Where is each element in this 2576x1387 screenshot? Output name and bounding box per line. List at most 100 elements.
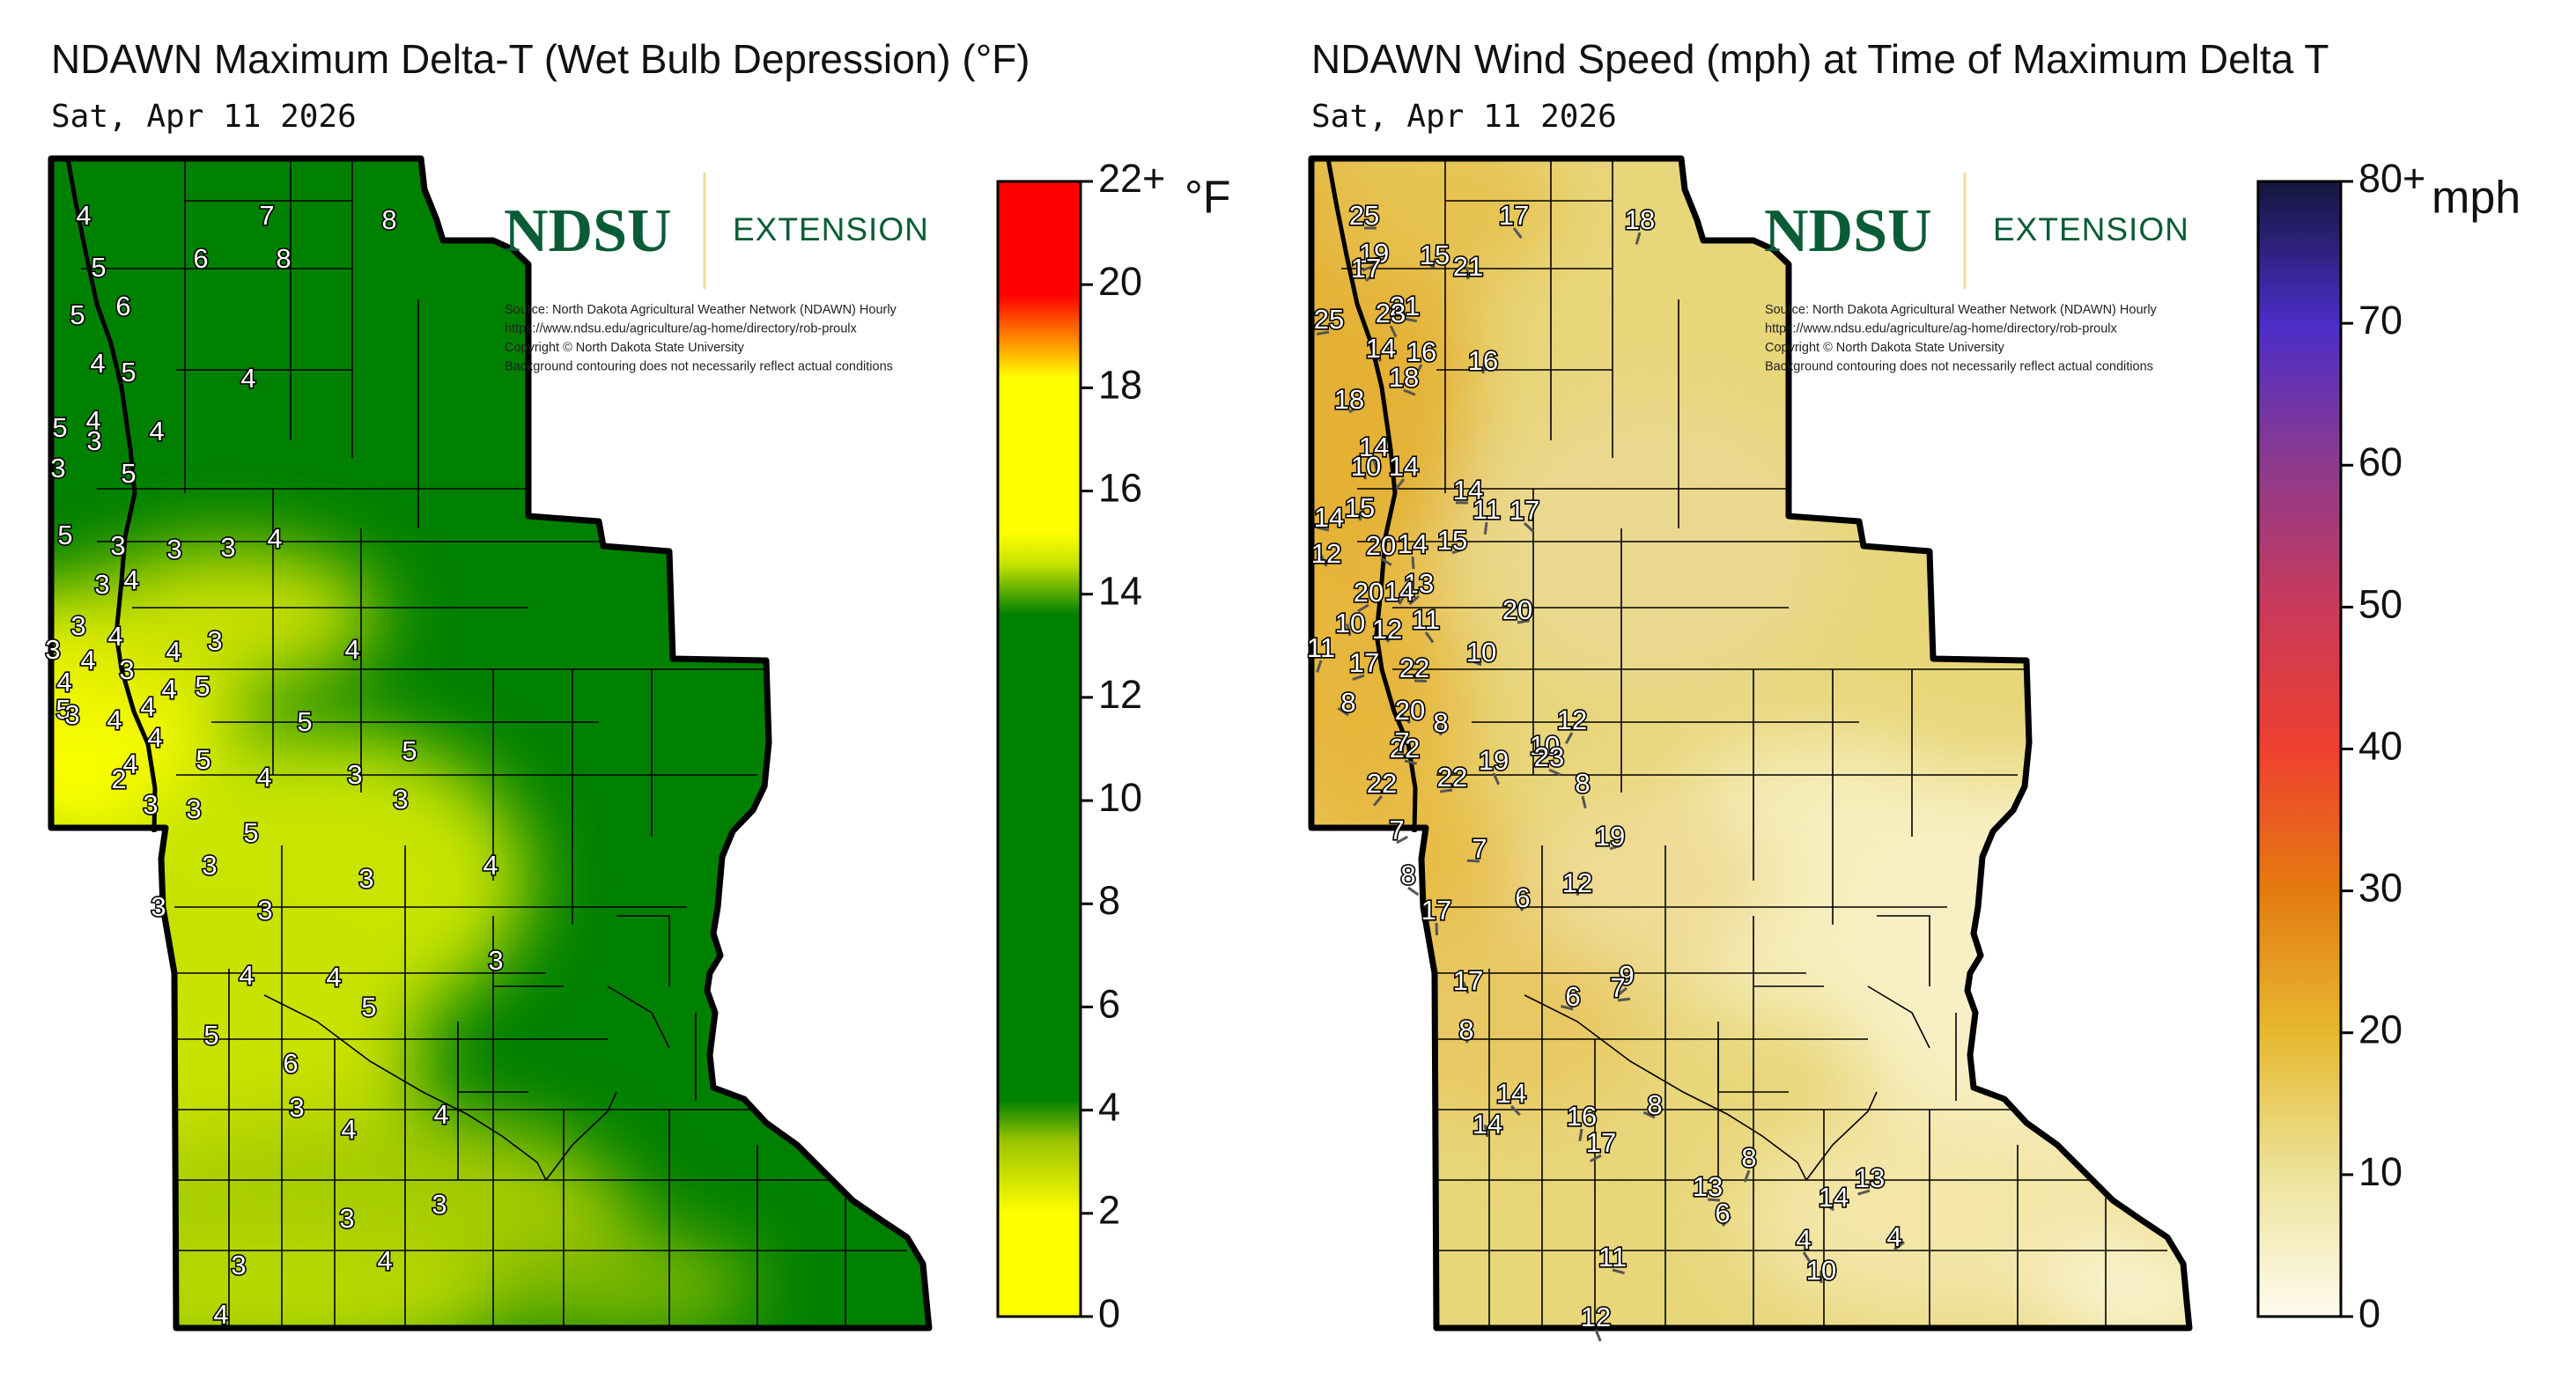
station-value: 12 [1557, 705, 1587, 735]
wind-barb [1408, 594, 1420, 606]
wind-barb [1370, 351, 1383, 363]
station-value: 9 [1619, 960, 1634, 991]
station-value: 4 [433, 1099, 448, 1130]
station-value: 17 [1509, 495, 1539, 526]
source-line: Source: North Dakota Agricultural Weathe… [1765, 303, 2158, 317]
station-value: 6 [1515, 882, 1530, 913]
station-value: 8 [1575, 768, 1590, 799]
wind-barb [1358, 508, 1365, 521]
station-value: 19 [1479, 745, 1509, 776]
wind-barb [1424, 631, 1435, 644]
wind-barb [1561, 1005, 1574, 1011]
station-value: 17 [1349, 647, 1379, 678]
station-value: 3 [257, 895, 272, 926]
station-value: 19 [1595, 821, 1625, 852]
station-value: 7 [1389, 815, 1404, 845]
station-value: 3 [207, 625, 222, 656]
station-value: 19 [1359, 238, 1389, 269]
station-value: 13 [1693, 1171, 1723, 1202]
station-value: 22 [1399, 653, 1429, 683]
station-value: 3 [45, 634, 60, 665]
station-value: 23 [1534, 741, 1564, 772]
station-value: 22 [1367, 768, 1397, 799]
station-value: 10 [1806, 1255, 1836, 1286]
state-border-river [1325, 158, 1418, 833]
station-value: 7 [1472, 833, 1487, 864]
station-value: 10 [1351, 451, 1381, 482]
colorbar-tick-label: 70 [2358, 298, 2403, 343]
station-value: 3 [86, 425, 101, 456]
station-value: 4 [149, 416, 164, 446]
colorbar-tick-label: 16 [1098, 465, 1142, 510]
station-value: 6 [283, 1048, 298, 1079]
station-value: 21 [1390, 291, 1420, 321]
station-value: 4 [256, 762, 271, 793]
wind-barb [1589, 1154, 1602, 1162]
station-value: 14 [1366, 333, 1396, 364]
delta-t-panel: NDAWN Maximum Delta-T (Wet Bulb Depressi… [44, 36, 1231, 1336]
colorbar-tick-label: 20 [1098, 259, 1142, 304]
station-value: 4 [239, 960, 254, 991]
station-value: 4 [147, 722, 162, 753]
station-value: 4 [107, 705, 122, 735]
station-value: 14 [1473, 1109, 1502, 1140]
station-value: 4 [1886, 1221, 1901, 1252]
station-value: 10 [1530, 730, 1560, 761]
station-value: 3 [202, 850, 217, 881]
station-value: 20 [1395, 695, 1425, 726]
station-value: 8 [276, 243, 291, 274]
wind-barb [1414, 364, 1423, 377]
station-value: 12 [1581, 1302, 1611, 1332]
colorbar-tick-label: 30 [2358, 866, 2403, 911]
wind-barb [1438, 722, 1443, 736]
wind-barb [1642, 1110, 1656, 1119]
county-lines [81, 159, 907, 1328]
wind-barb [1319, 554, 1328, 567]
station-value: 14 [1389, 451, 1419, 482]
station-value: 20 [1502, 594, 1532, 625]
logo-ndsu-text: NDSU [1764, 197, 1932, 265]
wind-barb [1523, 521, 1535, 533]
station-value: 3 [432, 1189, 447, 1220]
station-value: 15 [1420, 240, 1450, 270]
colorbar-tick-label: 10 [2358, 1149, 2403, 1194]
county-lines [1341, 159, 2167, 1328]
station-value: 5 [243, 817, 258, 848]
wind-barb [1893, 1241, 1905, 1251]
colorbar-tick-label: 0 [2358, 1291, 2380, 1336]
delta-t-title: NDAWN Maximum Delta-T (Wet Bulb Depressi… [51, 36, 1030, 82]
wind-barb [1466, 859, 1480, 863]
station-value: 3 [393, 784, 408, 815]
station-value: 8 [1340, 687, 1355, 718]
station-value: 4 [107, 621, 122, 652]
colorbar-unit: mph [2432, 173, 2521, 224]
colorbar-tick-label: 20 [2358, 1007, 2403, 1052]
station-value: 5 [402, 735, 417, 766]
station-value: 4 [90, 348, 105, 379]
colorbar-tick-label: 0 [1098, 1291, 1120, 1336]
station-value: 4 [267, 523, 282, 554]
wind-barb [1512, 227, 1523, 240]
station-value: 4 [344, 634, 359, 665]
station-value: 4 [1796, 1224, 1811, 1255]
station-value: 12 [1311, 538, 1341, 569]
wind-barb [1857, 1189, 1871, 1196]
wind-barb [1564, 732, 1574, 744]
wind-barb [1423, 260, 1436, 269]
station-value: 3 [220, 532, 235, 563]
wind-barb [1707, 1198, 1721, 1202]
station-value: 8 [1433, 707, 1448, 738]
station-value: 4 [161, 674, 176, 705]
station-value: 14 [1398, 528, 1428, 559]
station-value: 11 [1473, 494, 1501, 525]
station-value: 5 [203, 1020, 218, 1051]
wind-barb [1465, 1031, 1474, 1044]
station-value: 16 [1567, 1101, 1597, 1132]
station-value: 12 [1562, 867, 1592, 898]
wind-barb [1352, 674, 1365, 681]
wind-barb [1544, 749, 1555, 760]
station-value: 21 [1453, 251, 1483, 282]
station-value: 3 [186, 793, 201, 824]
